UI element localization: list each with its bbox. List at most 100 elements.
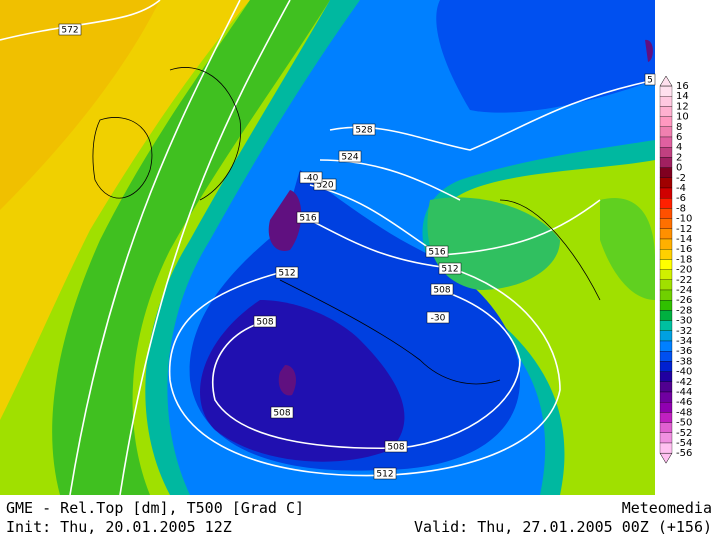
colorbar-swatch [659,238,673,250]
colorbar-label: -38 [676,356,692,367]
colorbar-swatch [659,259,673,270]
contour-label: 572 [61,26,78,36]
colorbar-label: -6 [676,193,686,204]
colorbar-label: -50 [676,418,692,429]
colorbar-swatch [659,361,673,372]
colorbar-swatch [659,412,673,423]
colorbar-label: -4 [676,183,686,194]
colorbar-label: 2 [676,152,682,163]
colorbar-label: -44 [676,387,692,398]
colorbar-label: -34 [676,336,692,347]
footer-init: Init: Thu, 20.01.2005 12Z [6,518,232,536]
colorbar-label: -48 [676,407,692,418]
colorbar: 1614121086420-2-4-6-8-10-12-14-16-18-20-… [659,75,692,464]
colorbar-swatch [659,310,673,321]
colorbar-swatch [659,269,673,280]
colorbar-label: 14 [676,91,689,102]
contour-label: 520 [316,181,333,191]
colorbar-label: -10 [676,214,692,225]
contour-label-bg [373,467,397,480]
colorbar-swatch [659,147,673,158]
contour-label: 5 [647,76,653,86]
footer-valid: Valid: Thu, 27.01.2005 00Z (+156) [414,518,712,536]
map [0,0,656,496]
contour-label-bg [430,283,454,296]
colorbar-swatch [659,157,673,168]
contour-label-bg [426,311,450,324]
colorbar-label: -2 [676,173,686,184]
contour-label: -40 [304,174,319,184]
colorbar-label: -26 [676,295,692,306]
colorbar-swatch [659,351,673,362]
colorbar-swatch [659,218,673,229]
colorbar-swatch [659,289,673,301]
colorbar-swatch [659,106,673,117]
colorbar-arrow-bottom [659,452,673,464]
colorbar-swatch [659,381,673,393]
colorbar-swatch [659,330,673,342]
contour-label: 516 [299,214,316,224]
contour-label-bg [644,73,656,86]
colorbar-label: 0 [676,163,682,174]
colorbar-label: -46 [676,397,692,408]
contour-label-bg [438,262,462,275]
colorbar-label: 4 [676,142,682,153]
contour-label: -30 [431,314,446,324]
contour-label-bg [352,123,376,136]
contour-label: 528 [355,126,372,136]
contour-label: 508 [273,409,290,419]
contour-label-bg [275,266,299,279]
contour-label: 508 [433,286,450,296]
colorbar-arrow-top [659,75,673,87]
colorbar-label: -16 [676,244,692,255]
colorbar-label: 16 [676,81,689,92]
colorbar-swatch [659,402,673,413]
colorbar-label: 6 [676,132,682,143]
colorbar-swatch [659,167,673,178]
colorbar-swatch [659,208,673,219]
colorbar-label: -24 [676,285,692,296]
colorbar-label: -20 [676,265,692,276]
colorbar-label: -12 [676,224,692,235]
contour-label-bg [313,178,337,191]
footer-title: GME - Rel.Top [dm], T500 [Grad C] [6,499,304,517]
contour-label-bg [58,23,82,36]
colorbar-label: -52 [676,428,692,439]
colorbar-swatch [659,187,673,199]
colorbar-swatch [659,198,673,209]
colorbar-label: -8 [676,203,686,214]
contour-label-bg [270,406,294,419]
colorbar-swatch [659,300,673,311]
footer-bg [0,495,720,540]
contour-labels: 572 528 524 520 516 512 508 516 512 508 508 508 512 -… [58,23,656,480]
contour-label: 512 [376,470,393,480]
colorbar-swatch [659,96,673,107]
colorbar-swatch [659,432,673,444]
contour-label-bg [253,315,277,328]
colorbar-label: 12 [676,101,689,112]
colorbar-swatch [659,279,673,291]
colorbar-swatch [659,136,673,148]
contour-label-bg [296,211,320,224]
colorbar-swatch [659,116,673,127]
footer-source: Meteomedia [622,499,712,517]
colorbar-swatch [659,228,673,240]
colorbar-label: 10 [676,112,689,123]
colorbar-swatch [659,442,673,454]
contour-label-bg [384,440,408,453]
contour-label: 508 [256,318,273,328]
colorbar-label: -18 [676,254,692,265]
colorbar-label: -28 [676,305,692,316]
colorbar-swatch [659,391,673,403]
colorbar-label: -54 [676,438,692,449]
colorbar-label: -56 [676,448,692,459]
colorbar-label: -30 [676,316,692,327]
colorbar-label: -40 [676,367,692,378]
colorbar-label: -22 [676,275,692,286]
colorbar-label: -42 [676,377,692,388]
contour-label-bg [299,171,323,184]
colorbar-swatch [659,126,673,138]
colorbar-label: -32 [676,326,692,337]
contour-label: 512 [278,269,295,279]
